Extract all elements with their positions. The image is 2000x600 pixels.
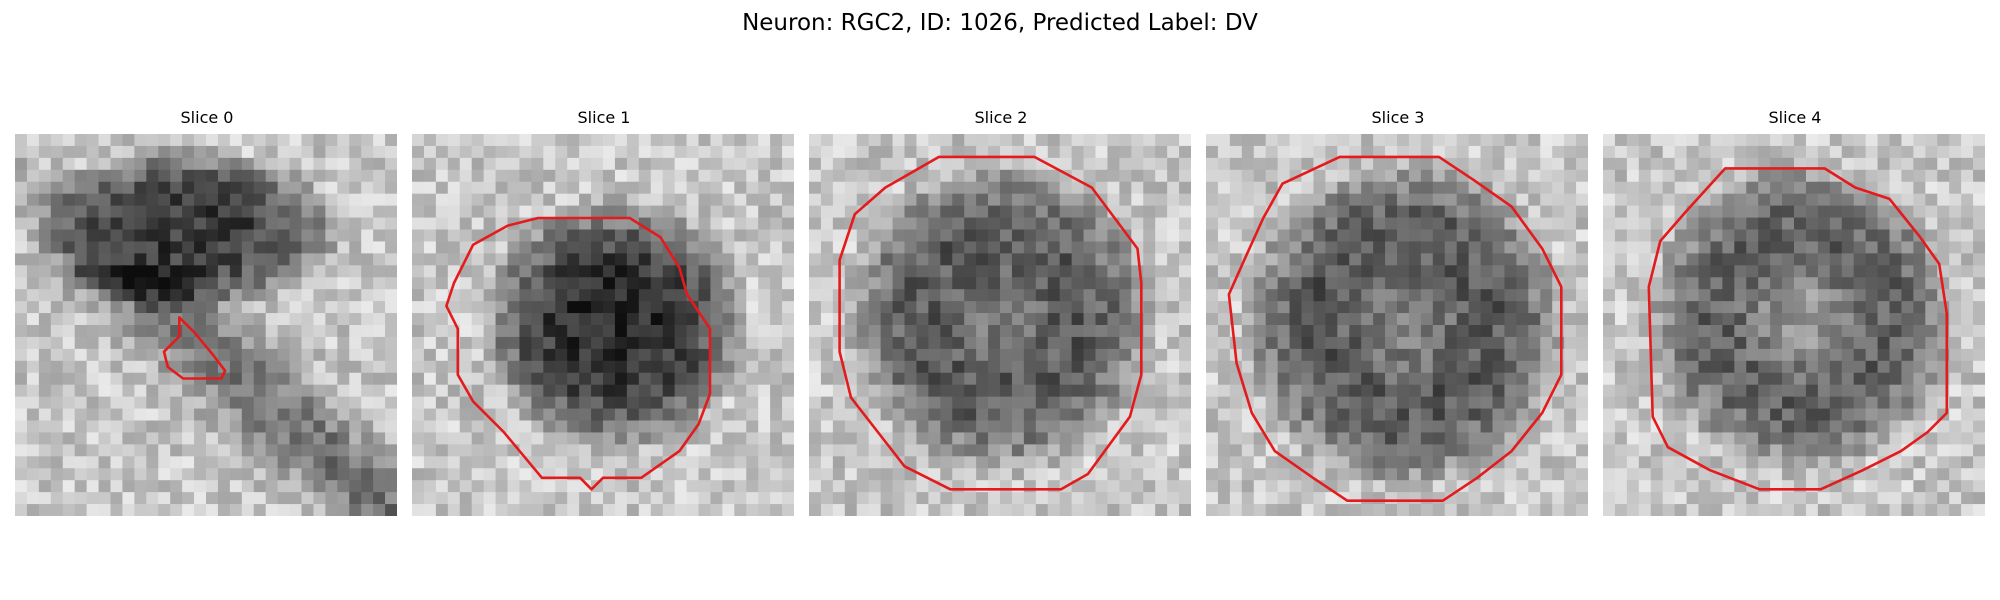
slice-panel-2: Slice 2 (809, 107, 1193, 516)
slice-title: Slice 4 (1768, 108, 1822, 127)
slice-title: Slice 0 (180, 108, 234, 127)
figure-title: Neuron: RGC2, ID: 1026, Predicted Label:… (742, 10, 1258, 36)
slice-title: Slice 3 (1371, 108, 1425, 127)
segmentation-contour (1647, 167, 1949, 491)
slice-image-4 (1603, 134, 1985, 516)
slice-image-3 (1206, 134, 1588, 516)
slice-image-0 (15, 134, 397, 516)
segmentation-contour (445, 216, 712, 491)
slice-panel-3: Slice 3 (1206, 107, 1590, 516)
slice-panel-1: Slice 1 (412, 107, 796, 516)
segmentation-contour (1227, 155, 1563, 503)
slice-image-2 (809, 134, 1191, 516)
slice-image-1 (412, 134, 794, 516)
segmentation-contour (162, 316, 227, 380)
slice-title: Slice 2 (974, 108, 1028, 127)
slice-panel-4: Slice 4 (1603, 107, 1987, 516)
slice-panel-0: Slice 0 (15, 107, 399, 516)
slice-title: Slice 1 (577, 108, 631, 127)
segmentation-contour (838, 155, 1143, 491)
